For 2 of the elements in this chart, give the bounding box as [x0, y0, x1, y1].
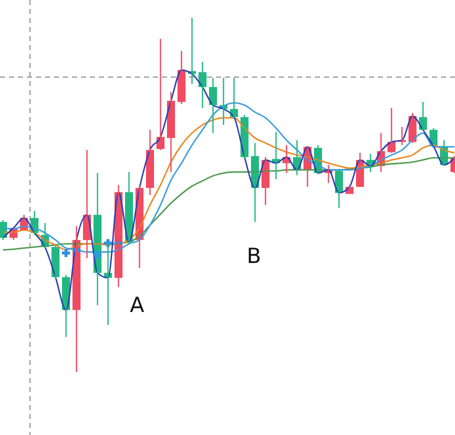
- annotation: A: [130, 293, 145, 317]
- annotation: B: [246, 244, 262, 268]
